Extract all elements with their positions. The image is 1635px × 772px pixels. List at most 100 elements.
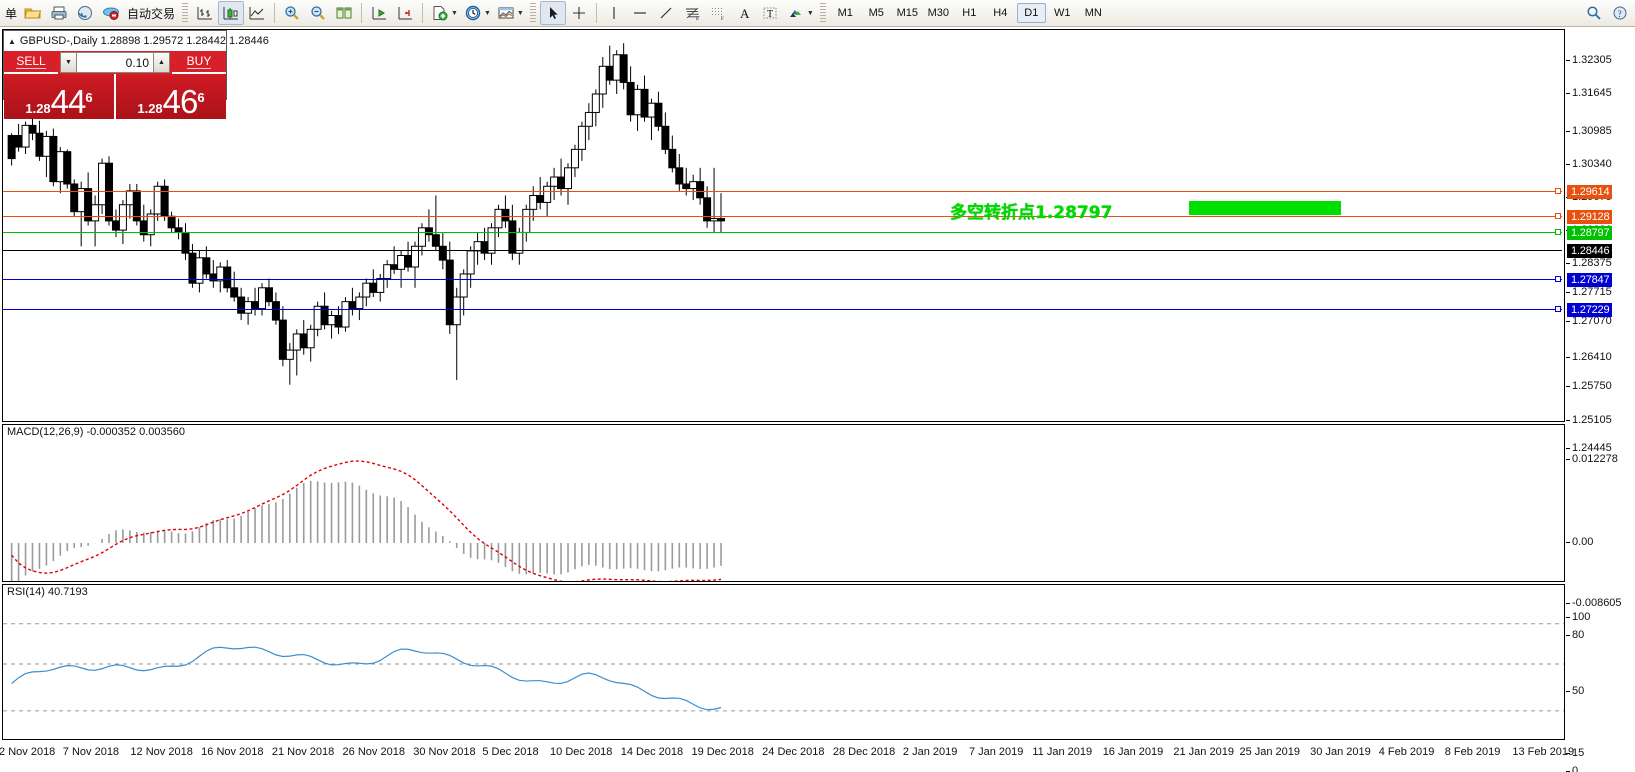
trade-controls-row: SELL ▼ 0.10 ▲ BUY	[4, 51, 226, 74]
price-scale[interactable]: 1.323051.316451.309851.303401.296751.290…	[1566, 29, 1635, 772]
chevron-down-icon-3[interactable]: ▼	[516, 9, 524, 17]
timeframe-m5[interactable]: M5	[868, 7, 884, 19]
text-label-icon[interactable]: A	[731, 1, 757, 25]
print-icon[interactable]	[46, 1, 72, 25]
chart-shift-icon[interactable]	[366, 1, 392, 25]
horizontal-line-icon[interactable]	[627, 1, 653, 25]
rsi-pane[interactable]: RSI(14) 40.7193	[2, 584, 1565, 740]
toolbar-grip-3[interactable]	[819, 3, 826, 23]
crosshair-icon[interactable]	[566, 1, 592, 25]
timeframe-m30[interactable]: M30	[927, 7, 949, 19]
price-level-handle-5[interactable]	[1555, 306, 1561, 312]
folder-icon[interactable]	[20, 1, 46, 25]
fibonacci-icon[interactable]: E	[679, 1, 705, 25]
signal-icon[interactable]	[72, 1, 98, 25]
timeframe-h1[interactable]: H1	[962, 7, 977, 19]
candle-13	[98, 158, 107, 214]
candle-98	[689, 174, 698, 201]
rsi-tick-1: 80	[1566, 629, 1584, 641]
price-level-tag-resistance-0[interactable]: 1.29614	[1567, 185, 1613, 199]
toolbar-grip[interactable]	[182, 3, 189, 23]
candle-39	[278, 306, 287, 367]
volume-dropdown-button[interactable]: ▼	[60, 52, 77, 73]
equidistant-channel-icon[interactable]: F	[705, 1, 731, 25]
zoom-out-icon[interactable]	[305, 1, 331, 25]
auto-scroll-icon[interactable]	[392, 1, 418, 25]
price-level-line-current-3[interactable]	[3, 250, 1562, 251]
bar-chart-icon[interactable]	[192, 1, 218, 25]
candle-27	[195, 250, 204, 293]
macd-pane[interactable]: MACD(12,26,9) -0.000352 0.003560	[2, 424, 1565, 582]
trend-line-icon[interactable]	[653, 1, 679, 25]
sell-button[interactable]: SELL	[4, 51, 58, 74]
price-level-tag-support-5[interactable]: 1.27229	[1567, 303, 1613, 317]
chevron-down-icon-2[interactable]: ▼	[483, 9, 491, 17]
price-tick-9: 1.26410	[1566, 351, 1612, 363]
toolbar-grip-2[interactable]	[529, 3, 536, 23]
help-icon[interactable]: ?	[1607, 1, 1633, 25]
price-canvas[interactable]	[3, 30, 1564, 421]
candlestick-chart-icon[interactable]	[218, 1, 245, 25]
vertical-line-icon[interactable]	[601, 1, 627, 25]
one-click-trading-panel[interactable]: ▲ GBPUSD-,Daily 1.28898 1.29572 1.28442 …	[3, 30, 269, 119]
tile-windows-icon[interactable]	[331, 1, 357, 25]
volume-increase-button[interactable]: ▲	[153, 52, 170, 73]
macd-tick-2: -0.008605	[1566, 597, 1622, 609]
chart-area[interactable]: 多空转折点1.28797 MACD(12,26,9) -0.000352 0.0…	[0, 27, 1635, 772]
price-level-line-pivot-2[interactable]	[3, 232, 1562, 233]
autotrade-icon[interactable]	[98, 1, 124, 25]
candle-14	[105, 156, 114, 226]
price-level-handle-0[interactable]	[1555, 188, 1561, 194]
collapse-triangle-icon[interactable]: ▲	[8, 36, 16, 46]
candle-91	[640, 75, 649, 122]
chevron-down-icon-4[interactable]: ▼	[806, 9, 814, 17]
rsi-tick-0: 100	[1566, 611, 1590, 623]
price-level-handle-2[interactable]	[1555, 229, 1561, 235]
zoom-in-icon[interactable]	[279, 1, 305, 25]
price-level-tag-resistance-1[interactable]: 1.29128	[1567, 210, 1613, 224]
timeframe-m15[interactable]: M15	[896, 7, 918, 19]
price-level-handle-1[interactable]	[1555, 213, 1561, 219]
candle-25	[181, 223, 190, 261]
price-level-line-resistance-1[interactable]	[3, 216, 1562, 217]
timeframe-d1[interactable]: D1	[1016, 3, 1046, 23]
macd-canvas[interactable]	[3, 425, 1564, 581]
price-level-tag-support-4[interactable]: 1.27847	[1567, 273, 1613, 287]
price-level-line-support-5[interactable]	[3, 309, 1562, 310]
price-level-line-support-4[interactable]	[3, 279, 1562, 280]
period-icon[interactable]	[460, 1, 486, 25]
price-level-handle-4[interactable]	[1555, 276, 1561, 282]
timeframe-m1[interactable]: M1	[837, 7, 853, 19]
line-chart-icon[interactable]	[244, 1, 270, 25]
timeframe-w1[interactable]: W1	[1054, 7, 1071, 19]
volume-input[interactable]: 0.10	[77, 52, 153, 73]
chevron-down-icon[interactable]: ▼	[451, 9, 458, 17]
timeframe-h4[interactable]: H4	[993, 7, 1008, 19]
cursor-icon[interactable]	[539, 1, 566, 25]
time-label-13: 2 Jan 2019	[902, 746, 958, 758]
buy-price-display[interactable]: 1.28 46 6	[114, 74, 226, 119]
text-box-icon[interactable]: T	[757, 1, 783, 25]
buy-button[interactable]: BUY	[172, 51, 226, 74]
time-axis: 2 Nov 2018 7 Nov 2018 12 Nov 2018 16 Nov 20…	[0, 742, 1635, 772]
price-pane[interactable]: 多空转折点1.28797	[2, 29, 1565, 422]
search-icon[interactable]	[1581, 1, 1607, 25]
price-tick-7: 1.27715	[1566, 286, 1612, 298]
objects-list-icon[interactable]	[783, 1, 809, 25]
candle-11	[84, 172, 93, 226]
autotrade-label[interactable]: 自动交易	[127, 6, 176, 21]
candle-7	[56, 147, 65, 194]
rsi-canvas[interactable]	[3, 585, 1564, 739]
rsi-chart-svg	[3, 623, 1564, 712]
indicators-icon[interactable]	[493, 1, 519, 25]
time-label-7: 5 Dec 2018	[482, 746, 539, 758]
price-level-tag-pivot-2[interactable]: 1.28797	[1567, 226, 1613, 240]
order-menu-label[interactable]: 单	[5, 6, 18, 21]
price-level-tag-current-3[interactable]: 1.28446	[1567, 244, 1613, 258]
candle-85	[598, 57, 607, 108]
timeframe-mn[interactable]: MN	[1084, 7, 1102, 19]
price-level-line-resistance-0[interactable]	[3, 191, 1562, 192]
sell-price-display[interactable]: 1.28 44 6	[4, 74, 114, 119]
new-chart-icon[interactable]	[427, 1, 453, 25]
candle-66	[466, 246, 475, 288]
